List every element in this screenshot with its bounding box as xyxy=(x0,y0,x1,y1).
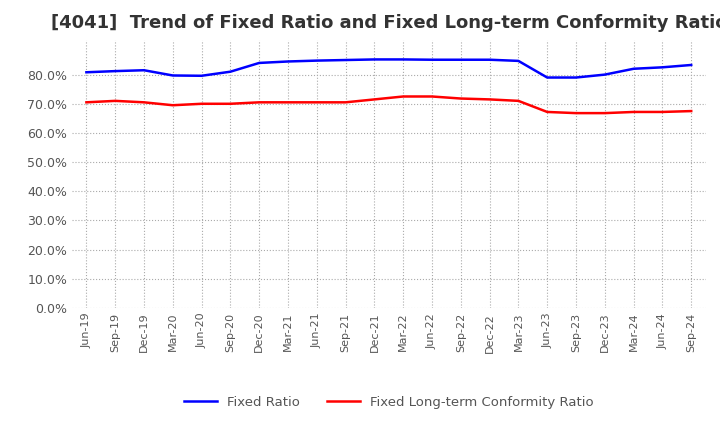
Fixed Long-term Conformity Ratio xyxy=(140,100,148,105)
Fixed Ratio xyxy=(255,60,264,66)
Fixed Ratio xyxy=(428,57,436,62)
Fixed Long-term Conformity Ratio xyxy=(514,98,523,103)
Fixed Ratio xyxy=(456,57,465,62)
Fixed Long-term Conformity Ratio xyxy=(197,101,206,106)
Fixed Ratio xyxy=(312,58,321,63)
Fixed Ratio xyxy=(168,73,177,78)
Fixed Long-term Conformity Ratio xyxy=(399,94,408,99)
Fixed Long-term Conformity Ratio xyxy=(572,110,580,116)
Fixed Ratio xyxy=(197,73,206,78)
Fixed Ratio xyxy=(600,72,609,77)
Fixed Ratio xyxy=(572,75,580,80)
Legend: Fixed Ratio, Fixed Long-term Conformity Ratio: Fixed Ratio, Fixed Long-term Conformity … xyxy=(179,391,599,414)
Fixed Long-term Conformity Ratio xyxy=(312,100,321,105)
Fixed Long-term Conformity Ratio xyxy=(82,100,91,105)
Fixed Long-term Conformity Ratio xyxy=(456,96,465,101)
Fixed Ratio xyxy=(284,59,292,64)
Fixed Long-term Conformity Ratio xyxy=(168,103,177,108)
Fixed Ratio xyxy=(543,75,552,80)
Fixed Long-term Conformity Ratio xyxy=(687,108,696,114)
Fixed Ratio xyxy=(485,57,494,62)
Line: Fixed Long-term Conformity Ratio: Fixed Long-term Conformity Ratio xyxy=(86,96,691,113)
Fixed Long-term Conformity Ratio xyxy=(341,100,350,105)
Fixed Long-term Conformity Ratio xyxy=(428,94,436,99)
Fixed Long-term Conformity Ratio xyxy=(255,100,264,105)
Fixed Ratio xyxy=(82,70,91,75)
Fixed Ratio xyxy=(341,57,350,62)
Fixed Long-term Conformity Ratio xyxy=(658,109,667,114)
Fixed Long-term Conformity Ratio xyxy=(370,97,379,102)
Title: [4041]  Trend of Fixed Ratio and Fixed Long-term Conformity Ratio: [4041] Trend of Fixed Ratio and Fixed Lo… xyxy=(50,15,720,33)
Fixed Ratio xyxy=(399,57,408,62)
Fixed Ratio xyxy=(226,69,235,74)
Fixed Ratio xyxy=(629,66,638,71)
Fixed Long-term Conformity Ratio xyxy=(284,100,292,105)
Fixed Ratio xyxy=(514,58,523,63)
Fixed Long-term Conformity Ratio xyxy=(629,109,638,114)
Fixed Ratio xyxy=(140,68,148,73)
Fixed Long-term Conformity Ratio xyxy=(485,97,494,102)
Fixed Ratio xyxy=(370,57,379,62)
Fixed Long-term Conformity Ratio xyxy=(543,109,552,114)
Fixed Ratio xyxy=(658,65,667,70)
Fixed Long-term Conformity Ratio xyxy=(111,98,120,103)
Line: Fixed Ratio: Fixed Ratio xyxy=(86,59,691,77)
Fixed Long-term Conformity Ratio xyxy=(226,101,235,106)
Fixed Long-term Conformity Ratio xyxy=(600,110,609,116)
Fixed Ratio xyxy=(111,69,120,74)
Fixed Ratio xyxy=(687,62,696,68)
